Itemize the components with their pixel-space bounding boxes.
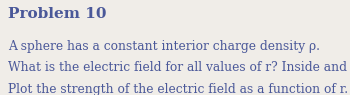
Text: What is the electric field for all values of r? Inside and outside?: What is the electric field for all value… [8,61,350,74]
Text: Problem 10: Problem 10 [8,7,106,21]
Text: Plot the strength of the electric field as a function of r.: Plot the strength of the electric field … [8,83,348,95]
Text: A sphere has a constant interior charge density ρ.: A sphere has a constant interior charge … [8,40,320,53]
